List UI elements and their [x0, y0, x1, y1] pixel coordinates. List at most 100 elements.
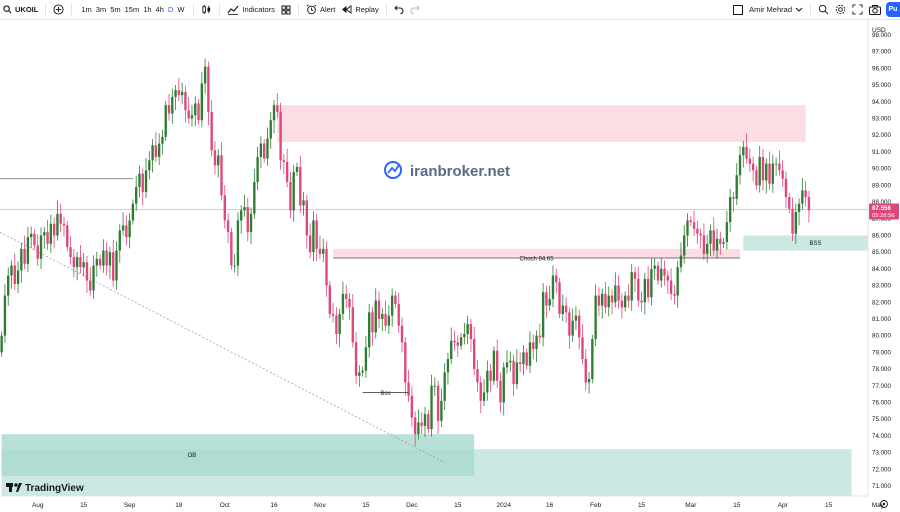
candle-body	[797, 203, 801, 213]
timeframe-w[interactable]: W	[177, 5, 185, 14]
candle	[72, 248, 76, 278]
layouts-button[interactable]	[278, 0, 294, 19]
candle	[256, 146, 259, 191]
candle-body	[433, 385, 437, 387]
candle-body	[7, 275, 10, 296]
user-menu[interactable]: Amir Mehrad	[746, 0, 806, 19]
candle-body	[269, 120, 272, 139]
divider	[810, 4, 811, 15]
watermark-text: iranbroker.net	[410, 163, 510, 180]
timeframe-1h[interactable]: 1h	[143, 5, 152, 14]
axis-settings-icon[interactable]	[880, 500, 888, 508]
time-axis[interactable]: Aug 15 Sep 18 Oct 16 Nov 15 Dec 15 2024 16 Feb 15 Mar 1…	[0, 495, 888, 509]
user-name: Amir Mehrad	[749, 5, 792, 14]
candle-body	[217, 155, 220, 166]
timeframe-15m[interactable]: 15m	[124, 5, 140, 14]
candle	[433, 377, 437, 396]
indicators-button[interactable]: Indicators	[224, 0, 278, 19]
candle	[331, 302, 335, 323]
candle	[696, 220, 699, 244]
candle-body	[56, 213, 59, 236]
chart-type-button[interactable]	[198, 0, 215, 19]
candle-body	[125, 225, 128, 238]
candle	[299, 155, 302, 213]
candle-body	[742, 146, 745, 156]
candle	[194, 96, 197, 127]
candle-body	[82, 262, 85, 268]
candle-body	[75, 257, 79, 268]
candle	[246, 197, 249, 242]
publish-button[interactable]: Pu	[886, 2, 900, 17]
timeframe-4h[interactable]: 4h	[155, 5, 164, 14]
candle-body	[719, 238, 722, 244]
layout-name-button[interactable]	[730, 0, 746, 19]
quick-search-button[interactable]	[815, 0, 832, 19]
candle-body	[446, 359, 450, 373]
candle-body	[538, 335, 542, 338]
candle-body	[571, 320, 574, 336]
candle-body	[666, 275, 669, 281]
candle-body	[761, 156, 765, 181]
candle	[512, 354, 515, 397]
candle	[282, 154, 286, 175]
candle	[164, 101, 167, 142]
candle-body	[735, 175, 738, 199]
compare-button[interactable]	[50, 0, 67, 19]
candle-body	[210, 111, 213, 151]
timeframe-3m[interactable]: 3m	[95, 5, 107, 14]
candle-body	[732, 197, 735, 199]
magnifier-icon	[818, 4, 829, 15]
candle-body	[673, 293, 676, 296]
candle	[518, 352, 522, 373]
candle	[200, 72, 204, 128]
candle	[722, 237, 725, 248]
candle	[29, 226, 33, 249]
candle-body	[43, 232, 46, 236]
candle-body	[528, 342, 532, 366]
candle-body	[79, 257, 82, 268]
replay-button[interactable]: Replay	[338, 0, 381, 19]
currency-label[interactable]: USD	[872, 27, 886, 34]
candle-body	[10, 265, 13, 276]
timeframe-5m[interactable]: 5m	[110, 5, 121, 14]
candle-body	[23, 248, 26, 264]
settings-button[interactable]	[832, 0, 849, 19]
candle	[597, 287, 601, 316]
timeframe-d[interactable]: D	[167, 5, 174, 14]
undo-button[interactable]	[391, 0, 407, 19]
candle-body	[545, 292, 548, 306]
fullscreen-button[interactable]	[849, 0, 866, 19]
candle	[13, 253, 16, 291]
candle	[197, 99, 200, 125]
symbol-search[interactable]: UKOIL	[0, 0, 41, 19]
price-axis[interactable]: USD 71.000 72.000 73.000 74.000 75.000 76.000…	[867, 20, 900, 512]
timeframe-1m[interactable]: 1m	[81, 5, 92, 14]
candle	[781, 160, 784, 187]
redo-button[interactable]	[407, 0, 423, 19]
candle	[430, 374, 433, 437]
y-tick-label: 96.000	[872, 65, 891, 72]
y-tick-label: 76.000	[872, 399, 891, 406]
candle-body	[440, 400, 443, 421]
zone-ob	[1, 434, 475, 476]
candle-body	[203, 66, 207, 84]
candle-body	[240, 210, 243, 221]
alert-label: Alert	[319, 5, 336, 14]
x-tick-label: 18	[175, 502, 183, 509]
candle	[397, 292, 400, 333]
annotations-layer: Choch 84.65 Bos OB BSS	[188, 241, 822, 459]
candle-body	[112, 252, 115, 281]
candle	[765, 158, 768, 194]
candle	[404, 337, 407, 396]
price-chart[interactable]: Choch 84.65 Bos OB BSS iranbroker.net Tradi…	[0, 20, 900, 512]
candle	[417, 409, 420, 440]
x-tick-label: Nov	[314, 502, 326, 509]
candle	[16, 261, 20, 294]
candle	[571, 308, 574, 342]
candle-body	[59, 213, 62, 224]
alert-button[interactable]: Alert	[303, 0, 338, 19]
candle	[364, 336, 368, 378]
snapshot-button[interactable]	[866, 0, 884, 19]
y-tick-label: 85.000	[872, 249, 891, 256]
